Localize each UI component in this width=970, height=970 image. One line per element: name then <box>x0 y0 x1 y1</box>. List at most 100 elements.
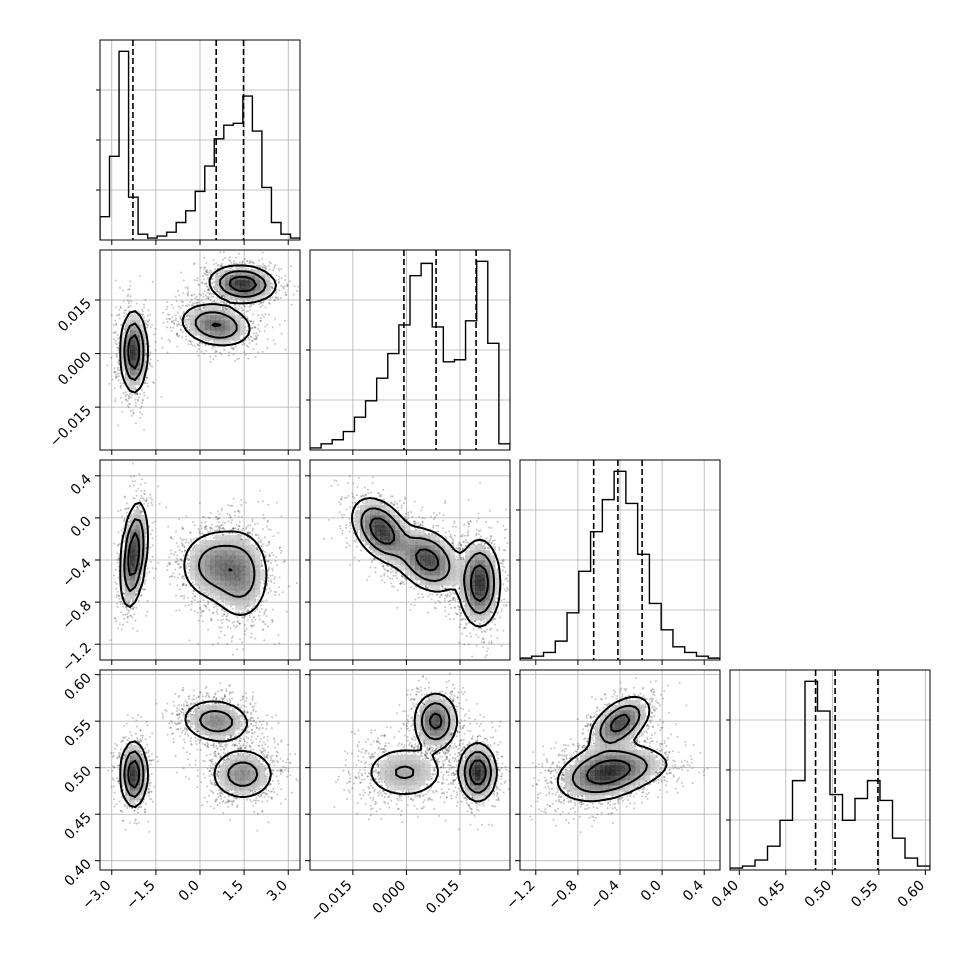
sample-point <box>200 524 203 527</box>
density-cell <box>125 320 131 326</box>
sample-point <box>149 364 152 367</box>
sample-point <box>114 330 117 333</box>
sample-point <box>138 504 141 507</box>
sample-point <box>106 364 109 367</box>
sample-point <box>132 412 135 415</box>
sample-point <box>190 600 193 603</box>
sample-point <box>175 530 177 533</box>
sample-point <box>293 285 296 288</box>
sample-point <box>246 329 249 332</box>
sample-point <box>168 556 171 559</box>
sample-point <box>222 251 225 253</box>
sample-point <box>297 285 300 288</box>
density-cell <box>225 310 231 316</box>
sample-point <box>216 600 219 603</box>
sample-point <box>218 529 221 532</box>
density-cell <box>235 335 241 341</box>
sample-point <box>212 595 215 598</box>
sample-point <box>148 361 151 364</box>
sample-point <box>123 496 126 499</box>
density-cell <box>215 280 221 286</box>
sample-point <box>256 598 259 601</box>
sample-point <box>261 304 264 307</box>
sample-point <box>218 626 221 629</box>
sample-point <box>127 397 130 400</box>
sample-point <box>125 313 128 316</box>
sample-point <box>226 612 229 615</box>
sample-point <box>270 285 272 288</box>
sample-point <box>231 607 234 610</box>
sample-point <box>182 292 185 295</box>
sample-point <box>199 606 202 609</box>
sample-point <box>186 292 189 295</box>
sample-point <box>250 320 253 323</box>
sample-point <box>118 594 121 597</box>
sample-point <box>135 505 138 508</box>
sample-point <box>141 313 144 316</box>
sample-point <box>176 560 179 563</box>
sample-point <box>158 502 161 505</box>
sample-point <box>162 453 164 455</box>
density-cell <box>215 285 221 291</box>
sample-point <box>254 338 257 341</box>
sample-point <box>117 379 120 382</box>
sample-point <box>137 508 139 510</box>
sample-point <box>112 324 115 326</box>
density-cell <box>260 280 266 286</box>
sample-point <box>217 517 220 520</box>
sample-point <box>225 615 228 618</box>
sample-point <box>196 350 199 353</box>
sample-point <box>180 324 183 327</box>
sample-point <box>249 309 252 311</box>
sample-point <box>171 316 174 319</box>
sample-point <box>274 560 277 562</box>
sample-point <box>126 393 129 396</box>
sample-point <box>182 538 185 541</box>
sample-point <box>117 531 120 534</box>
sample-point <box>251 339 254 342</box>
sample-point <box>262 266 265 269</box>
sample-point <box>178 588 181 591</box>
sample-point <box>220 265 223 268</box>
sample-point <box>130 300 133 303</box>
sample-point <box>181 575 184 578</box>
sample-point <box>249 524 252 527</box>
sample-point <box>186 293 189 296</box>
sample-point <box>143 428 146 431</box>
sample-point <box>278 586 281 589</box>
sample-point <box>207 602 210 605</box>
density-cell <box>235 325 241 331</box>
sample-point <box>188 328 190 331</box>
sample-point <box>257 537 260 539</box>
sample-point <box>232 347 235 349</box>
sample-point <box>215 516 218 519</box>
sample-point <box>224 306 227 309</box>
sample-point <box>118 286 121 289</box>
sample-point <box>276 298 279 301</box>
sample-point <box>273 299 276 302</box>
sample-point <box>255 547 258 550</box>
sample-point <box>191 294 193 297</box>
sample-point <box>245 259 248 262</box>
sample-point <box>126 615 129 618</box>
sample-point <box>251 661 253 663</box>
sample-point <box>283 560 286 563</box>
density-cell <box>135 320 141 326</box>
sample-point <box>216 264 219 267</box>
sample-point <box>165 506 168 509</box>
sample-point <box>204 526 207 529</box>
sample-point <box>204 294 207 297</box>
density-cell <box>190 320 196 326</box>
sample-point <box>175 317 177 320</box>
sample-point <box>146 376 149 379</box>
sample-point <box>236 528 239 531</box>
sample-point <box>179 306 182 309</box>
sample-point <box>231 347 234 350</box>
sample-point <box>247 345 250 348</box>
sample-point <box>170 321 173 323</box>
sample-point <box>212 611 215 614</box>
sample-point <box>184 304 187 307</box>
sample-point <box>203 256 206 259</box>
density-cell <box>205 305 211 311</box>
sample-point <box>121 410 124 413</box>
